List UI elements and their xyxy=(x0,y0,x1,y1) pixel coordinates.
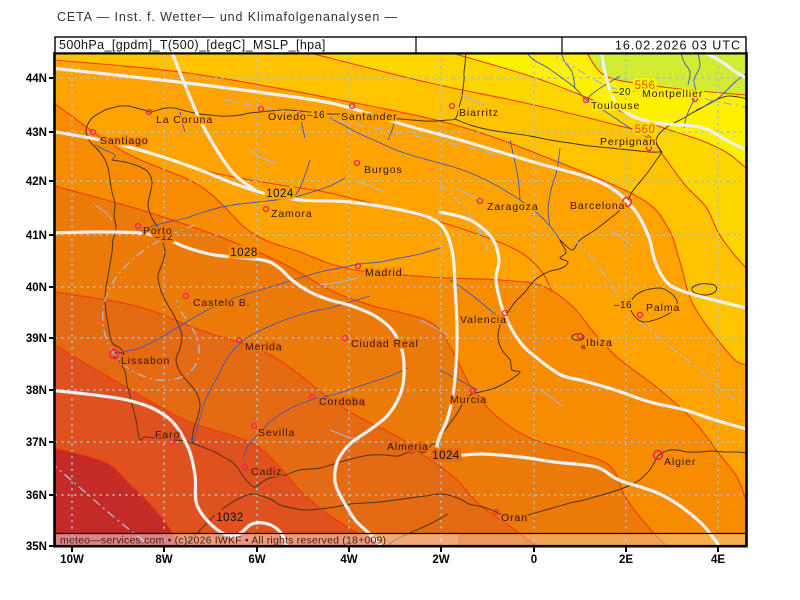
svg-text:Sevilla: Sevilla xyxy=(258,427,295,439)
svg-text:Faro: Faro xyxy=(155,429,180,441)
svg-text:556: 556 xyxy=(635,80,656,92)
svg-text:Burgos: Burgos xyxy=(364,164,403,176)
svg-text:Merida: Merida xyxy=(245,341,283,353)
svg-text:16.02.2026 03 UTC: 16.02.2026 03 UTC xyxy=(615,38,741,52)
svg-text:Cordoba: Cordoba xyxy=(319,396,366,408)
svg-text:1024: 1024 xyxy=(432,450,460,462)
svg-text:39N: 39N xyxy=(26,333,47,345)
svg-text:43N: 43N xyxy=(26,127,47,139)
svg-text:37N: 37N xyxy=(26,437,47,449)
svg-text:41N: 41N xyxy=(26,230,47,242)
svg-text:Oran: Oran xyxy=(501,512,528,524)
svg-text:CETA — Inst. f. Wetter— und: CETA — Inst. f. Wetter— und Klimafolgena… xyxy=(57,10,398,24)
svg-text:Valencia: Valencia xyxy=(460,314,507,326)
svg-text:–20: –20 xyxy=(613,87,631,98)
svg-text:4E: 4E xyxy=(711,554,725,566)
svg-text:6W: 6W xyxy=(248,554,265,566)
svg-text:Algier: Algier xyxy=(664,456,696,468)
svg-text:–16: –16 xyxy=(614,300,632,311)
svg-text:Ciudad Real: Ciudad Real xyxy=(351,338,419,350)
svg-text:500hPa_[gpdm]_T(500)_[degC]_MS: 500hPa_[gpdm]_T(500)_[degC]_MSLP_[hpa] xyxy=(59,38,326,52)
svg-text:1024: 1024 xyxy=(266,188,294,200)
svg-text:40N: 40N xyxy=(26,282,47,294)
svg-text:42N: 42N xyxy=(26,176,47,188)
svg-text:Palma: Palma xyxy=(646,302,680,314)
svg-text:560: 560 xyxy=(635,124,656,136)
svg-text:36N: 36N xyxy=(26,490,47,502)
svg-text:Lissabon: Lissabon xyxy=(121,355,170,367)
svg-text:Zamora: Zamora xyxy=(271,208,313,220)
svg-text:10W: 10W xyxy=(60,554,84,566)
svg-text:2E: 2E xyxy=(619,554,633,566)
svg-text:Perpignan: Perpignan xyxy=(600,136,656,148)
svg-text:Ibiza: Ibiza xyxy=(586,337,613,349)
svg-text:La Coruna: La Coruna xyxy=(156,114,213,126)
svg-text:1032: 1032 xyxy=(216,512,244,524)
svg-text:Montpellier: Montpellier xyxy=(642,88,703,100)
svg-text:2W: 2W xyxy=(432,554,449,566)
svg-text:Almeria: Almeria xyxy=(387,441,429,453)
svg-text:Oviedo: Oviedo xyxy=(268,111,307,123)
svg-text:Cadiz: Cadiz xyxy=(251,466,282,478)
svg-text:meteo—services.com • (c)2026 I: meteo—services.com • (c)2026 IWKF • All … xyxy=(60,535,386,547)
svg-text:1028: 1028 xyxy=(230,247,258,259)
svg-text:Zaragoza: Zaragoza xyxy=(487,201,539,213)
svg-text:–16: –16 xyxy=(307,110,325,121)
svg-text:0: 0 xyxy=(531,554,537,566)
svg-text:Biarritz: Biarritz xyxy=(459,107,499,119)
svg-text:Toulouse: Toulouse xyxy=(591,100,640,112)
svg-text:Porto: Porto xyxy=(143,225,173,237)
svg-text:–12: –12 xyxy=(155,232,173,243)
svg-text:8W: 8W xyxy=(155,554,172,566)
svg-text:Santiago: Santiago xyxy=(100,135,149,147)
svg-text:Castelo B.: Castelo B. xyxy=(193,297,250,309)
svg-text:Santander: Santander xyxy=(341,111,398,123)
svg-text:4W: 4W xyxy=(340,554,357,566)
svg-text:44N: 44N xyxy=(26,73,47,85)
svg-text:Barcelona: Barcelona xyxy=(570,200,625,212)
svg-text:Madrid: Madrid xyxy=(365,267,403,279)
svg-text:35N: 35N xyxy=(26,541,47,553)
svg-text:38N: 38N xyxy=(26,385,47,397)
svg-text:Murcia: Murcia xyxy=(450,394,487,406)
